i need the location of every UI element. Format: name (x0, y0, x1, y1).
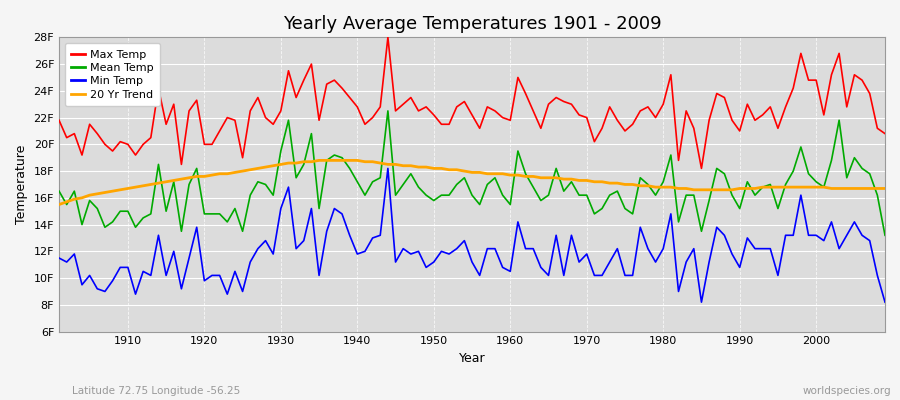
X-axis label: Year: Year (459, 352, 485, 365)
Legend: Max Temp, Mean Temp, Min Temp, 20 Yr Trend: Max Temp, Mean Temp, Min Temp, 20 Yr Tre… (65, 43, 160, 106)
Y-axis label: Temperature: Temperature (15, 145, 28, 224)
Text: Latitude 72.75 Longitude -56.25: Latitude 72.75 Longitude -56.25 (72, 386, 240, 396)
Title: Yearly Average Temperatures 1901 - 2009: Yearly Average Temperatures 1901 - 2009 (283, 15, 662, 33)
Text: worldspecies.org: worldspecies.org (803, 386, 891, 396)
